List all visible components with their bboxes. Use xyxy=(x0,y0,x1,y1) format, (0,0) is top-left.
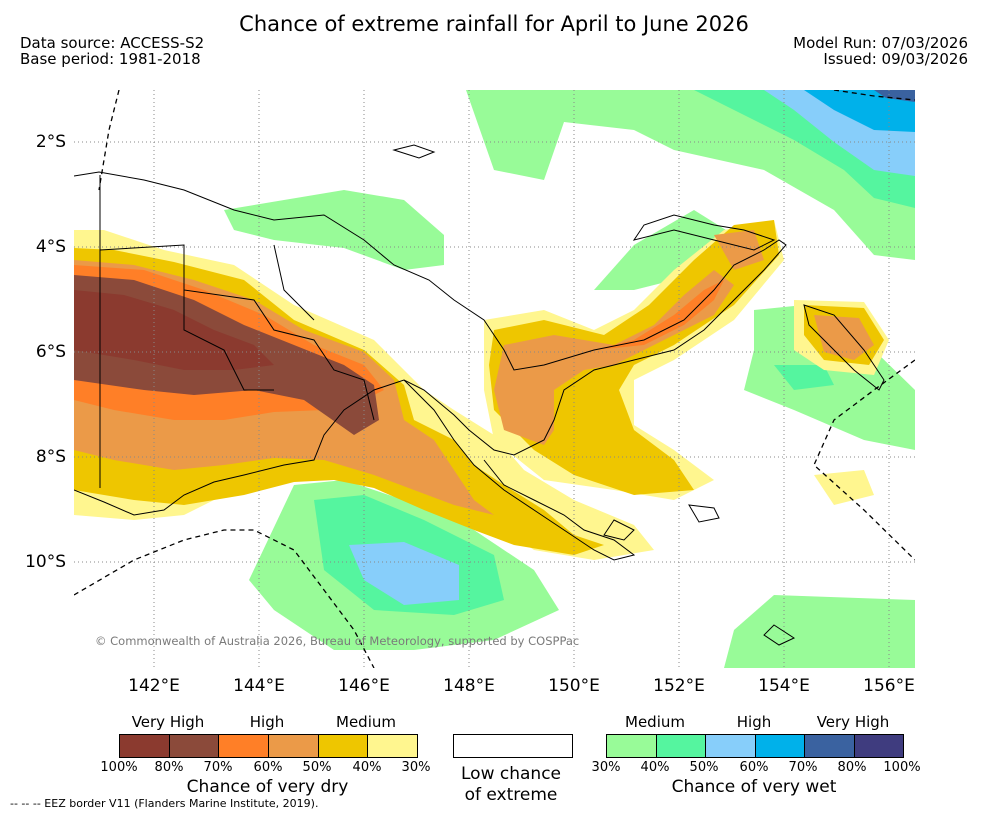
dry-heading-high: High xyxy=(249,713,285,731)
dry-heading-very-high: Very High xyxy=(131,713,205,731)
graticule xyxy=(74,90,915,668)
lon-label-148e: 148°E xyxy=(443,676,495,696)
dry-heading-medium: Medium xyxy=(336,713,396,731)
lat-label-4s: 4°S xyxy=(35,237,66,257)
dry-swatch-5 xyxy=(318,735,369,757)
wet-areas xyxy=(224,90,915,668)
dry-tick: 70% xyxy=(203,760,233,775)
rainfall-map xyxy=(74,90,915,668)
dry-swatch-4 xyxy=(269,735,319,757)
lat-label-6s: 6°S xyxy=(35,342,66,362)
wet-swatch-2 xyxy=(656,735,706,757)
lon-label-144e: 144°E xyxy=(233,676,285,696)
lon-label-154e: 154°E xyxy=(758,676,810,696)
dry-tick: 100% xyxy=(100,760,138,775)
dry-swatch-6 xyxy=(368,735,418,757)
wet-swatch-5 xyxy=(805,735,855,757)
dry-swatch-2 xyxy=(169,735,220,757)
wet-tick: 40% xyxy=(640,760,670,775)
wet-tick: 100% xyxy=(883,760,921,775)
lat-label-2s: 2°S xyxy=(35,132,66,152)
dry-legend-label: Chance of very dry xyxy=(186,777,349,797)
lon-label-142e: 142°E xyxy=(128,676,180,696)
wet-tick: 70% xyxy=(788,760,818,775)
dry-tick: 30% xyxy=(401,760,431,775)
low-chance-label: Low chance of extreme xyxy=(440,764,582,806)
eez-borders xyxy=(74,90,915,668)
meta-left: Data source: ACCESS-S2 Base period: 1981… xyxy=(20,35,204,67)
meta-right: Model Run: 07/03/2026 Issued: 09/03/2026 xyxy=(793,35,968,67)
issued-date: Issued: 09/03/2026 xyxy=(823,50,968,68)
low-chance-line2: of extreme xyxy=(464,785,558,805)
dry-tick: 60% xyxy=(253,760,283,775)
dry-swatch-3 xyxy=(219,735,270,757)
wet-tick: 50% xyxy=(689,760,719,775)
eez-border-note: -- -- -- EEZ border V11 (Flanders Marine… xyxy=(10,797,319,810)
copyright-notice: © Commonwealth of Australia 2026, Bureau… xyxy=(95,634,580,648)
lat-label-10s: 10°S xyxy=(25,552,66,572)
lon-label-146e: 146°E xyxy=(338,676,390,696)
low-chance-line1: Low chance xyxy=(461,764,561,784)
base-period: Base period: 1981-2018 xyxy=(20,50,201,68)
wet-heading-medium: Medium xyxy=(625,713,685,731)
lon-label-150e: 150°E xyxy=(548,676,600,696)
data-source: Data source: ACCESS-S2 xyxy=(20,34,205,52)
wet-heading-high: High xyxy=(736,713,772,731)
wet-tick: 60% xyxy=(739,760,769,775)
wet-swatch-3 xyxy=(706,735,756,757)
wet-heading-very-high: Very High xyxy=(816,713,890,731)
dry-tick: 80% xyxy=(154,760,184,775)
low-chance-swatch xyxy=(453,734,573,758)
province-borders xyxy=(99,175,375,488)
chart-title: Chance of extreme rainfall for April to … xyxy=(239,12,749,36)
wet-swatch-4 xyxy=(755,735,805,757)
lon-label-156e: 156°E xyxy=(863,676,915,696)
model-run: Model Run: 07/03/2026 xyxy=(793,34,968,52)
wet-swatch-6 xyxy=(854,735,903,757)
lon-label-152e: 152°E xyxy=(653,676,705,696)
wet-swatch-1 xyxy=(607,735,657,757)
dry-tick: 50% xyxy=(302,760,332,775)
dry-swatch-1 xyxy=(120,735,170,757)
dry-tick: 40% xyxy=(352,760,382,775)
wet-colorbar xyxy=(606,734,904,758)
coastlines xyxy=(74,144,885,646)
wet-legend-label: Chance of very wet xyxy=(671,777,837,797)
lat-label-8s: 8°S xyxy=(35,447,66,467)
dry-colorbar xyxy=(119,734,418,758)
wet-tick: 80% xyxy=(837,760,867,775)
wet-tick: 30% xyxy=(591,760,621,775)
